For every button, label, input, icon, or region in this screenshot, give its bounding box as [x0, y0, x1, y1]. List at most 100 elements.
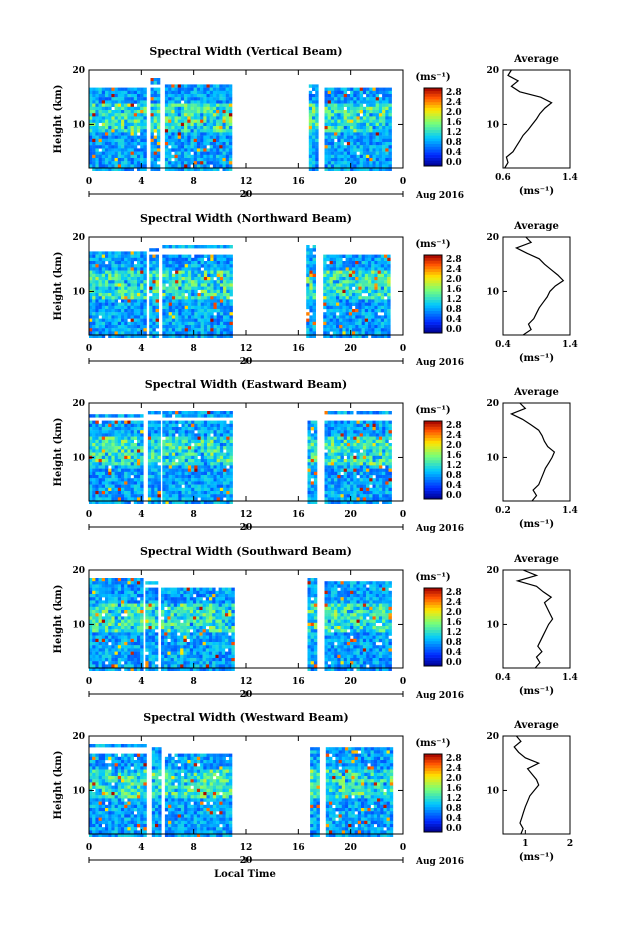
heatmap-cell — [153, 110, 158, 114]
heatmap-cell — [121, 261, 125, 265]
heatmap-cell — [213, 449, 217, 453]
heatmap-cell — [308, 167, 313, 171]
heatmap-cell — [108, 261, 112, 265]
heatmap-cell — [310, 468, 315, 472]
heatmap-cell — [89, 132, 93, 136]
heatmap-cell — [380, 328, 385, 332]
heatmap-cell — [225, 138, 230, 143]
heatmap-cell — [117, 459, 122, 463]
heatmap-cell — [171, 84, 175, 88]
heatmap-cell — [350, 97, 354, 101]
heatmap-cell — [92, 430, 96, 434]
colorbar-segment — [424, 93, 442, 97]
heatmap-cell — [337, 87, 341, 91]
heatmap-cell — [378, 103, 383, 107]
heatmap-cell — [143, 318, 147, 322]
heatmap-cell — [342, 315, 346, 319]
heatmap-cell — [171, 122, 175, 127]
heatmap-cell — [369, 116, 373, 120]
heatmap-cell — [175, 334, 179, 338]
heatmap-cell — [228, 126, 233, 130]
heatmap-cell — [101, 100, 106, 104]
heatmap-cell — [114, 90, 118, 95]
heatmap-cell — [111, 87, 115, 91]
colorbar-segment — [424, 324, 442, 328]
heatmap-cell — [194, 318, 198, 322]
heatmap-cell — [350, 129, 354, 133]
heatmap-cell — [345, 261, 349, 265]
heatmap-cell — [385, 154, 389, 159]
heatmap-cell — [362, 154, 367, 159]
heatmap-cell — [223, 315, 227, 319]
heatmap-cell — [194, 312, 198, 316]
heatmap-cell — [207, 475, 211, 479]
heatmap-cell — [345, 296, 349, 300]
heatmap-cell — [324, 119, 328, 123]
heatmap-cell — [323, 286, 327, 290]
heatmap-cell — [200, 116, 204, 120]
heatmap-cell — [181, 289, 185, 294]
heatmap-cell — [315, 94, 319, 98]
heatmap-cell — [111, 161, 115, 165]
heatmap-cell — [337, 145, 341, 149]
heatmap-cell — [329, 312, 333, 316]
heatmap-cell — [200, 468, 205, 472]
heatmap-cell — [371, 309, 375, 313]
heatmap-cell — [216, 280, 221, 284]
heatmap-cell — [133, 100, 138, 104]
heatmap-cell — [200, 264, 205, 268]
heatmap-cell — [352, 277, 356, 281]
heatmap-cell — [219, 161, 223, 165]
heatmap-cell — [124, 423, 128, 428]
heatmap-cell — [364, 305, 369, 310]
heatmap-cell — [216, 478, 221, 482]
heatmap-cell — [342, 299, 346, 303]
profile-x-tick-label: 1.4 — [562, 173, 578, 183]
heatmap-cell — [340, 167, 344, 171]
heatmap-cell — [348, 280, 353, 284]
heatmap-cell — [196, 129, 201, 133]
heatmap-cell — [168, 500, 173, 504]
heatmap-cell — [308, 129, 313, 133]
heatmap-cell — [98, 475, 102, 479]
heatmap-cell — [95, 283, 99, 287]
heatmap-cell — [207, 423, 211, 428]
heatmap-cell — [352, 328, 356, 332]
heatmap-cell — [378, 420, 383, 424]
heatmap-cell — [384, 257, 388, 262]
heatmap-cell — [369, 94, 373, 98]
heatmap-cell — [371, 318, 375, 322]
heatmap-cell — [194, 433, 198, 437]
heatmap-cell — [130, 254, 134, 258]
heatmap-cell — [117, 296, 122, 300]
heatmap-cell — [101, 443, 106, 447]
heatmap-cell — [353, 167, 357, 171]
x-tick-label: 12 — [240, 344, 253, 354]
heatmap-cell — [171, 491, 176, 495]
heatmap-cell — [358, 325, 362, 329]
heatmap-cell — [151, 427, 155, 431]
heatmap-cell — [124, 455, 128, 460]
heatmap-cell — [219, 465, 224, 469]
heatmap-cell — [229, 328, 233, 332]
heatmap-cell — [149, 312, 153, 316]
heatmap-cell — [95, 277, 99, 281]
heatmap-cell — [191, 500, 195, 504]
heatmap-cell — [127, 478, 131, 482]
heatmap-cell — [156, 81, 161, 85]
heatmap-cell — [108, 129, 112, 133]
heatmap-cell — [130, 273, 134, 278]
heatmap-cell — [130, 90, 134, 95]
heatmap-cell — [203, 254, 208, 258]
heatmap-cell — [308, 103, 313, 107]
heatmap-cell — [124, 315, 128, 319]
heatmap-cell — [127, 325, 131, 329]
heatmap-cell — [345, 270, 349, 274]
heatmap-cell — [366, 132, 370, 136]
heatmap-cell — [222, 142, 226, 146]
heatmap-cell — [151, 462, 155, 466]
heatmap-cell — [197, 452, 201, 456]
heatmap-cell — [137, 296, 141, 300]
heatmap-cell — [355, 305, 359, 310]
heatmap-cell — [197, 299, 201, 303]
